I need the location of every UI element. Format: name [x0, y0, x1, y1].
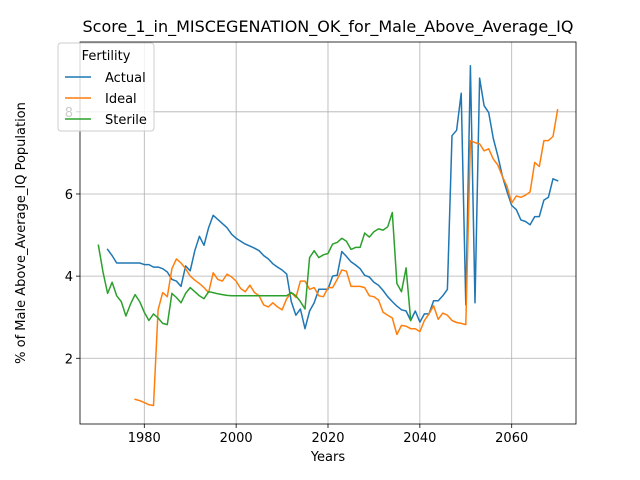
- legend-box: [57, 42, 155, 132]
- x-axis-title: Years: [310, 450, 346, 465]
- series-line-ideal: [134, 108, 559, 407]
- legend-label-sterile: Sterile: [105, 113, 147, 128]
- x-axis: 1980 2000 2020 2040 2060: [128, 424, 528, 446]
- legend-label-actual: Actual: [105, 71, 146, 86]
- x-tick-label: 1980: [128, 431, 161, 446]
- grid-lines: [80, 42, 576, 424]
- x-tick-label: 2060: [495, 431, 528, 446]
- y-tick-label: 4: [65, 270, 73, 285]
- legend-label-ideal: Ideal: [105, 92, 137, 107]
- legend-title: Fertility: [82, 49, 131, 64]
- legend-entries: Actual Ideal Sterile: [65, 71, 147, 128]
- y-axis-title: % of Male Above_Average_IQ Population: [14, 102, 29, 364]
- series-lines: [97, 65, 559, 407]
- y-tick-label: 2: [65, 352, 73, 367]
- x-tick-label: 2000: [220, 431, 253, 446]
- series-line-actual: [106, 65, 559, 330]
- legend: Fertility Actual Ideal Sterile: [57, 42, 155, 132]
- chart-title: Score_1_in_MISCEGENATION_OK_for_Male_Abo…: [83, 17, 574, 37]
- x-tick-label: 2020: [311, 431, 344, 446]
- x-tick-label: 2040: [403, 431, 436, 446]
- y-tick-label: 6: [65, 188, 73, 203]
- series-line-sterile: [97, 211, 412, 326]
